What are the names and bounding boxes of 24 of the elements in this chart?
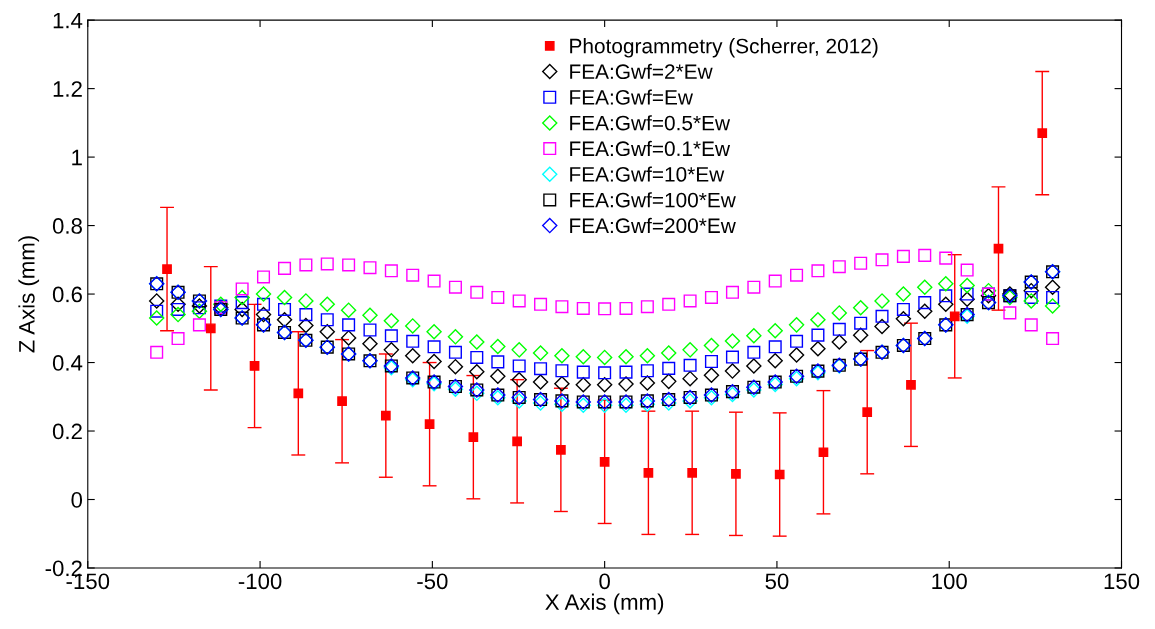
legend-label: FEA:Gwf=2*Ew xyxy=(570,63,713,80)
y-tick-label: 1.2 xyxy=(53,81,82,97)
legend-label: FEA:Gwf=Ew xyxy=(570,89,693,105)
y-tick-label: 0.8 xyxy=(52,218,82,234)
y-tick-label: 1.4 xyxy=(53,12,83,29)
legend-label: Photogrammetry (Scherrer, 2012) xyxy=(570,38,878,58)
x-tick-label: 150 xyxy=(1104,573,1140,590)
y-tick-label: 1 xyxy=(72,149,82,166)
y-tick-label: 0.6 xyxy=(52,286,82,303)
x-axis-title: X Axis (mm) xyxy=(545,593,664,615)
legend-label: FEA:Gwf=10*Ew xyxy=(570,166,725,182)
legend-label: FEA:Gwf=0.5*Ew xyxy=(570,115,731,131)
x-tick-label: -100 xyxy=(238,573,282,590)
y-tick-label: 0.2 xyxy=(52,423,82,440)
y-tick-label: 0.4 xyxy=(52,355,83,371)
legend-label: FEA:Gwf=200*Ew xyxy=(570,217,736,234)
legend-label: FEA:Gwf=0.1*Ew xyxy=(570,140,731,157)
legend-label: FEA:Gwf=100*Ew xyxy=(570,192,736,208)
y-axis-title: Z Axis (mm) xyxy=(18,236,40,353)
y-tick-label: 0 xyxy=(71,492,83,508)
x-tick-label: 0 xyxy=(599,573,610,590)
x-tick-label: 100 xyxy=(932,573,967,590)
x-tick-label: -50 xyxy=(417,573,448,590)
x-tick-label: 50 xyxy=(765,573,789,590)
